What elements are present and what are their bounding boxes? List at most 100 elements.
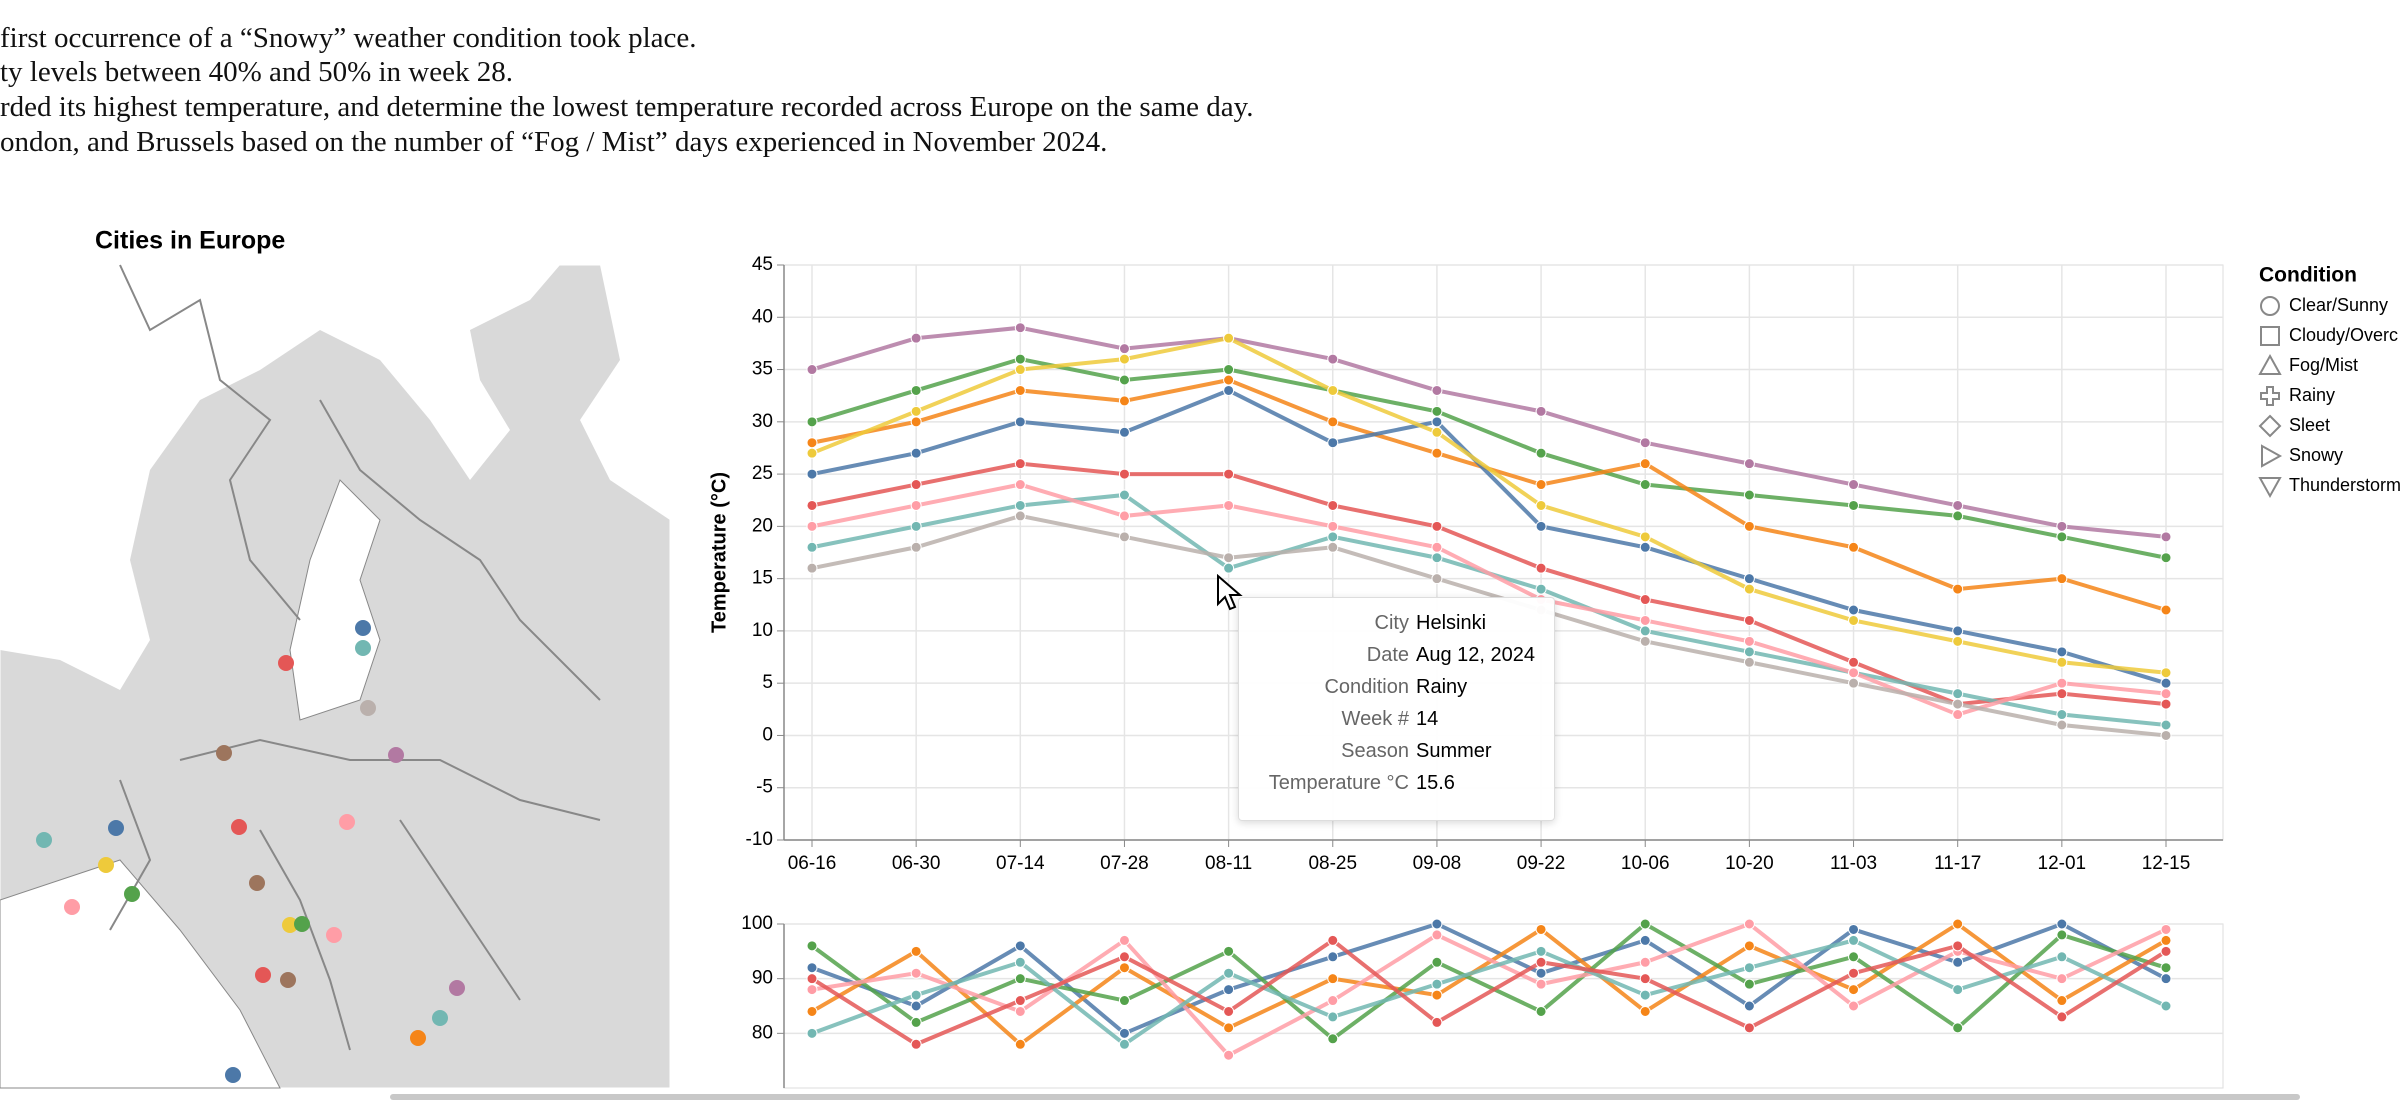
- data-point[interactable]: [2160, 531, 2172, 543]
- city-dot[interactable]: [108, 820, 124, 836]
- data-point[interactable]: [1952, 499, 1964, 511]
- data-point[interactable]: [1118, 1027, 1130, 1039]
- data-point[interactable]: [1535, 956, 1547, 968]
- city-dot[interactable]: [124, 886, 140, 902]
- data-point[interactable]: [1639, 458, 1651, 470]
- map[interactable]: [0, 264, 671, 1089]
- data-point[interactable]: [1848, 479, 1860, 491]
- data-point[interactable]: [2056, 929, 2068, 941]
- data-point[interactable]: [806, 940, 818, 952]
- data-point[interactable]: [1743, 489, 1755, 501]
- city-dot[interactable]: [280, 972, 296, 988]
- data-point[interactable]: [1118, 343, 1130, 355]
- data-point[interactable]: [2160, 923, 2172, 935]
- data-point[interactable]: [1431, 1016, 1443, 1028]
- data-point[interactable]: [2056, 951, 2068, 963]
- data-point[interactable]: [2160, 973, 2172, 985]
- data-point[interactable]: [1639, 541, 1651, 553]
- scrollbar[interactable]: [390, 1094, 2300, 1100]
- data-point[interactable]: [1639, 973, 1651, 985]
- data-point[interactable]: [1743, 1022, 1755, 1034]
- data-point[interactable]: [910, 332, 922, 344]
- data-point[interactable]: [2160, 604, 2172, 616]
- data-point[interactable]: [1118, 531, 1130, 543]
- city-dot[interactable]: [294, 916, 310, 932]
- data-point[interactable]: [2160, 698, 2172, 710]
- data-point[interactable]: [1014, 364, 1026, 376]
- data-point[interactable]: [2056, 573, 2068, 585]
- data-point[interactable]: [1223, 499, 1235, 511]
- data-point[interactable]: [1014, 956, 1026, 968]
- city-dot[interactable]: [449, 980, 465, 996]
- data-point[interactable]: [1535, 583, 1547, 595]
- data-point[interactable]: [1327, 531, 1339, 543]
- data-point[interactable]: [806, 364, 818, 376]
- data-point[interactable]: [1639, 531, 1651, 543]
- data-point[interactable]: [806, 984, 818, 996]
- data-point[interactable]: [1639, 635, 1651, 647]
- data-point[interactable]: [1327, 951, 1339, 963]
- data-point[interactable]: [2056, 531, 2068, 543]
- data-point[interactable]: [1223, 967, 1235, 979]
- data-point[interactable]: [910, 416, 922, 428]
- data-point[interactable]: [1639, 479, 1651, 491]
- data-point[interactable]: [1327, 353, 1339, 365]
- data-point[interactable]: [1639, 1005, 1651, 1017]
- data-point[interactable]: [1223, 1049, 1235, 1061]
- data-point[interactable]: [1223, 1005, 1235, 1017]
- city-dot[interactable]: [36, 832, 52, 848]
- city-dot[interactable]: [64, 899, 80, 915]
- city-dot[interactable]: [278, 655, 294, 671]
- data-point[interactable]: [1535, 1005, 1547, 1017]
- data-point[interactable]: [1639, 594, 1651, 606]
- city-dot[interactable]: [282, 917, 298, 933]
- data-point[interactable]: [1848, 951, 1860, 963]
- data-point[interactable]: [1743, 635, 1755, 647]
- data-point[interactable]: [1118, 395, 1130, 407]
- data-point[interactable]: [1535, 405, 1547, 417]
- data-point[interactable]: [1118, 374, 1130, 386]
- data-point[interactable]: [2160, 1000, 2172, 1012]
- data-point[interactable]: [910, 945, 922, 957]
- data-point[interactable]: [1327, 520, 1339, 532]
- city-dot[interactable]: [225, 1067, 241, 1083]
- data-point[interactable]: [2160, 934, 2172, 946]
- data-point[interactable]: [1014, 458, 1026, 470]
- data-point[interactable]: [1327, 995, 1339, 1007]
- data-point[interactable]: [910, 405, 922, 417]
- data-point[interactable]: [1848, 934, 1860, 946]
- data-point[interactable]: [1431, 405, 1443, 417]
- city-dot[interactable]: [216, 745, 232, 761]
- data-point[interactable]: [1431, 573, 1443, 585]
- data-point[interactable]: [1743, 962, 1755, 974]
- data-point[interactable]: [1431, 989, 1443, 1001]
- data-point[interactable]: [1118, 489, 1130, 501]
- data-point[interactable]: [1014, 353, 1026, 365]
- data-point[interactable]: [1431, 384, 1443, 396]
- data-point[interactable]: [2056, 677, 2068, 689]
- data-point[interactable]: [2056, 656, 2068, 668]
- data-point[interactable]: [910, 1038, 922, 1050]
- data-point[interactable]: [1743, 573, 1755, 585]
- data-point[interactable]: [1223, 1022, 1235, 1034]
- legend-item[interactable]: Cloudy/Overc: [2260, 325, 2398, 346]
- data-point[interactable]: [1118, 951, 1130, 963]
- data-point[interactable]: [2160, 552, 2172, 564]
- data-point[interactable]: [910, 479, 922, 491]
- data-point[interactable]: [806, 416, 818, 428]
- data-point[interactable]: [1535, 479, 1547, 491]
- data-point[interactable]: [1535, 967, 1547, 979]
- data-point[interactable]: [1743, 1000, 1755, 1012]
- data-point[interactable]: [1118, 510, 1130, 522]
- data-point[interactable]: [2160, 729, 2172, 741]
- data-point[interactable]: [2160, 688, 2172, 700]
- data-point[interactable]: [1118, 934, 1130, 946]
- data-point[interactable]: [1743, 614, 1755, 626]
- city-dot[interactable]: [410, 1030, 426, 1046]
- data-point[interactable]: [1431, 956, 1443, 968]
- data-point[interactable]: [1743, 978, 1755, 990]
- data-point[interactable]: [1535, 562, 1547, 574]
- city-dot[interactable]: [255, 967, 271, 983]
- data-point[interactable]: [1431, 520, 1443, 532]
- data-point[interactable]: [1118, 353, 1130, 365]
